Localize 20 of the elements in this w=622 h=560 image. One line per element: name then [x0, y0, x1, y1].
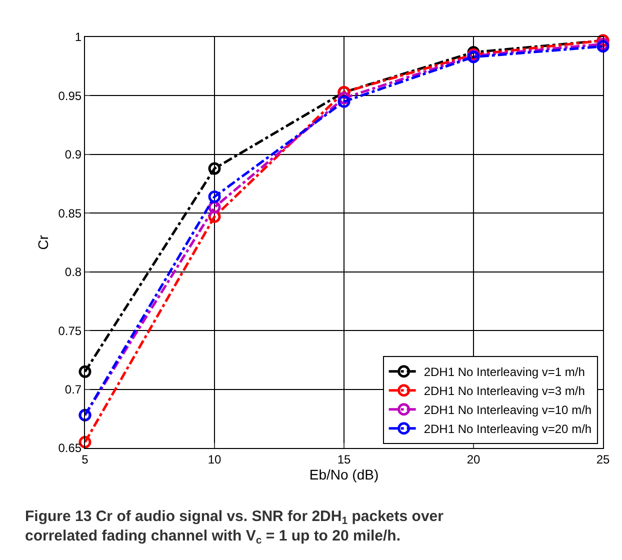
y-tick-label: 0.95	[58, 88, 82, 103]
x-tick-label: 10	[208, 452, 222, 466]
y-tick-label: 0.85	[58, 206, 82, 220]
legend-label: 2DH1 No Interleaving v=10 m/h	[424, 403, 592, 418]
x-tick-label: 5	[82, 452, 89, 466]
y-axis-title: Cr	[34, 234, 51, 250]
x-tick-label: 25	[596, 452, 610, 466]
legend-label: 2DH1 No Interleaving v=1 m/h	[424, 365, 585, 380]
y-tick-label: 0.7	[64, 382, 82, 396]
x-axis-title: Eb/No (dB)	[309, 466, 379, 483]
text: Figure 13 Cr of audio signal vs. SNR for 2DH$_{1}$ packets over correlated fading channel with V$_{c}$ = 1 up to 20 mile/h.	[25, 508, 444, 547]
y-tick-label: 0.9	[64, 148, 82, 162]
x-tick-label: 15	[337, 452, 351, 466]
y-tick-label: 0.65	[58, 441, 82, 456]
legend-label: 2DH1 No Interleaving v=20 m/h	[424, 422, 592, 436]
y-tick-label: 0.8	[64, 265, 82, 280]
x-tick-label: 20	[466, 452, 480, 466]
legend-label: 2DH1 No Interleaving v=3 m/h	[424, 384, 585, 398]
y-tick-label: 0.75	[58, 324, 82, 338]
y-tick-label: 1	[74, 30, 82, 44]
